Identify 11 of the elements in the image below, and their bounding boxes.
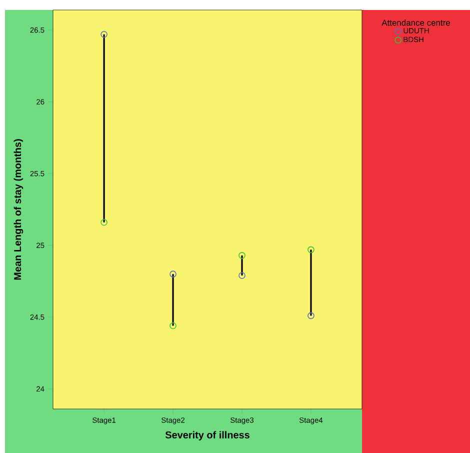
- x-axis-title: Severity of illness: [165, 431, 250, 440]
- point: [308, 246, 314, 254]
- point: [170, 270, 176, 278]
- y-axis-title: Mean Length of stay (months): [14, 139, 24, 280]
- point: [308, 312, 314, 320]
- point: [238, 272, 246, 279]
- legend-title: Attendance centre: [382, 20, 450, 26]
- point: [238, 252, 246, 259]
- point: [170, 322, 176, 330]
- point: [100, 30, 108, 38]
- point: [100, 219, 108, 226]
